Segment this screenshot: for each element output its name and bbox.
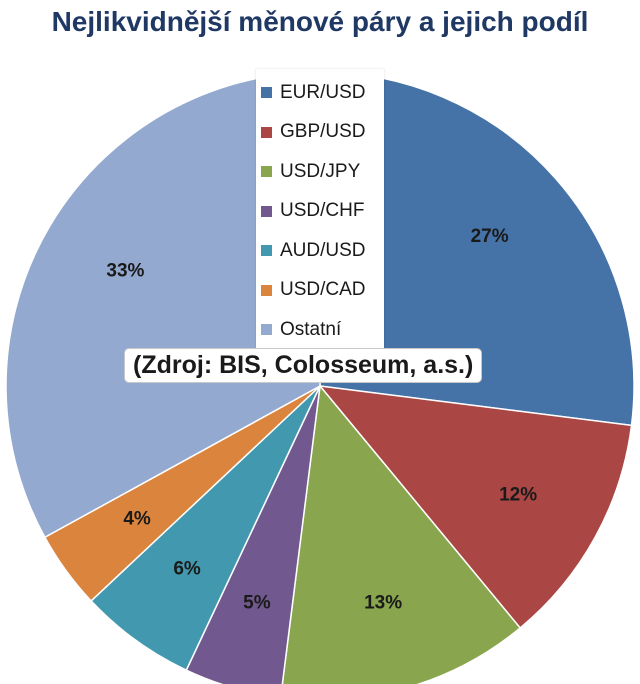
legend-item-gbp-usd: GBP/USD: [256, 113, 384, 153]
legend-label: AUD/USD: [280, 239, 366, 261]
legend-item-aud-usd: AUD/USD: [256, 231, 384, 271]
pie-slice-ostatn-: [5, 71, 321, 539]
data-label-aud-usd: 6%: [173, 558, 201, 579]
source-annotation: (Zdroj: BIS, Colosseum, a.s.): [124, 348, 483, 383]
data-label-eur-usd: 27%: [471, 226, 509, 247]
legend-item-usd-chf: USD/CHF: [256, 192, 384, 232]
chart-title: Nejlikvidnější měnové páry a jejich podí…: [51, 6, 589, 37]
pie-slice-usd-jpy: [281, 384, 522, 684]
legend-label: USD/CHF: [280, 200, 365, 222]
legend-swatch: [261, 245, 272, 257]
data-label-usd-chf: 5%: [243, 593, 271, 614]
legend-label: Ostatní: [280, 318, 342, 340]
legend: EUR/USD GBP/USD USD/JPY USD/CHF AUD/USD USD/C…: [256, 69, 384, 356]
pie-slice-gbp-usd: [318, 385, 633, 629]
legend-swatch: [261, 324, 272, 336]
pie-slices: [5, 71, 635, 684]
legend-item-usd-jpy: USD/JPY: [256, 152, 384, 192]
legend-label: EUR/USD: [280, 81, 366, 103]
data-label-gbp-usd: 12%: [499, 484, 537, 505]
legend-swatch: [261, 205, 272, 217]
legend-item-eur-usd: EUR/USD: [256, 73, 384, 113]
legend-swatch: [261, 166, 272, 178]
legend-swatch: [261, 284, 272, 296]
legend-label: USD/CAD: [280, 279, 366, 301]
pie-data-labels: 27% 12% 13% 5% 6% 4% 33%: [106, 226, 537, 614]
legend-swatch: [261, 126, 272, 138]
legend-item-usd-cad: USD/CAD: [256, 271, 384, 311]
legend-label: USD/JPY: [280, 160, 361, 182]
legend-swatch: [261, 87, 272, 99]
legend-item-ostatn-: Ostatní: [256, 310, 384, 350]
data-label-usd-cad: 4%: [123, 508, 151, 529]
data-label-ostatn-: 33%: [106, 260, 144, 281]
data-label-usd-jpy: 13%: [364, 593, 402, 614]
legend-label: GBP/USD: [280, 121, 366, 143]
pie-slice-eur-usd: [319, 71, 635, 427]
pie-slice-aud-usd: [90, 385, 321, 672]
